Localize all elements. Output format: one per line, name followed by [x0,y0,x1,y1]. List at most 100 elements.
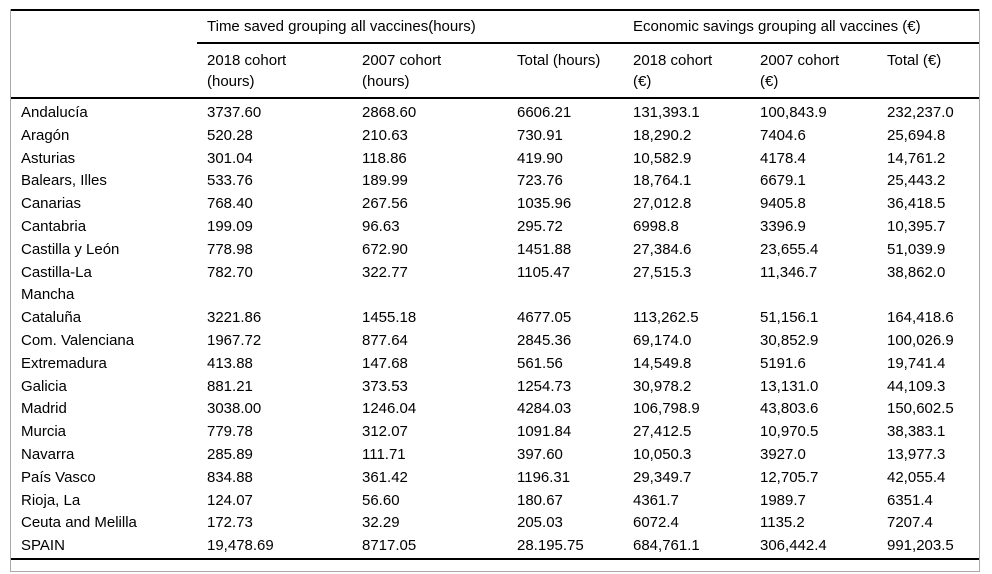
value-cell: 881.21 [207,377,253,395]
value-cell: 3221.86 [207,309,262,327]
value-cell: 25,443.2 [887,172,946,190]
value-cell: 1967.72 [207,331,262,349]
corner-cell [11,10,197,43]
value-cell: 672.90 [362,240,408,258]
value-cell: 1105.47 [517,263,571,281]
value-cell: 189.99 [362,172,408,190]
value-cell: 1091.84 [517,423,572,441]
group-header-economic-savings: Economic savings grouping all vaccines (… [623,10,979,44]
value-cell: 561.56 [517,354,563,372]
value-cell: 172.73 [207,514,253,532]
column-header-2007-cohort-euro: 2007 cohort (€) [750,43,877,99]
value-cell: 10,970.5 [760,423,819,441]
value-cell: 100,843.9 [760,104,827,121]
data-table: Time saved grouping all vaccines(hours) … [11,9,979,560]
value-cell: 1246.04 [362,400,417,418]
value-cell: 1135.2 [760,514,805,532]
table-row: Rioja, La 124.07 56.60 180.67 4361.7 1989.7 63… [11,490,979,513]
value-cell: 267.56 [362,195,408,213]
column-header-2018-cohort-euro: 2018 cohort (€) [623,43,750,99]
value-cell: 11,346.7 [760,263,818,281]
region-name-cell: Ceuta and Melilla [21,514,137,532]
value-cell: 520.28 [207,126,253,144]
column-header-2007-cohort-hours: 2007 cohort (hours) [352,43,507,99]
region-name-cell: País Vasco [21,468,96,486]
table-row: Cataluña 3221.86 1455.18 4677.05 113,262.5 51… [11,307,979,330]
value-cell: 877.64 [362,331,408,349]
value-cell: 14,549.8 [633,354,692,372]
value-cell: 12,705.7 [760,468,819,486]
value-cell: 199.09 [207,217,253,235]
value-cell: 111.71 [362,445,406,463]
table-row: Asturias 301.04 118.86 419.90 10,582.9 4178.4… [11,148,979,171]
value-cell: 113,262.5 [633,309,699,327]
value-cell: 419.90 [517,149,563,167]
region-name-cell: Balears, Illes [21,172,107,190]
table-row: Cantabria 199.09 96.63 295.72 6998.8 3396.9 10… [11,216,979,239]
region-name-cell: Navarra [21,445,75,463]
value-cell: 6998.8 [633,217,679,235]
value-cell: 124.07 [207,491,253,509]
value-cell: 778.98 [207,240,253,258]
value-cell: 118.86 [362,149,407,167]
table-row: País Vasco 834.88 361.42 1196.31 29,349.7 12,… [11,467,979,490]
value-cell: 38,862.0 [887,263,946,281]
region-name-cell: Aragón [21,126,70,144]
group-header-row: Time saved grouping all vaccines(hours) … [11,10,979,44]
value-cell: 96.63 [362,217,400,235]
value-cell: 1455.18 [362,309,417,327]
table-row: Balears, Illes 533.76 189.99 723.76 18,764.1… [11,170,979,193]
value-cell: 69,174.0 [633,331,692,349]
value-cell: 3737.60 [207,104,262,121]
region-name-cell: Galicia [21,377,67,395]
value-cell: 18,764.1 [633,172,692,190]
region-name-cell: SPAIN [21,537,65,555]
value-cell: 14,761.2 [887,149,946,167]
region-name-cell: Murcia [21,423,67,441]
value-cell: 1254.73 [517,377,572,395]
table-row: Madrid 3038.00 1246.04 4284.03 106,798.9 43,8… [11,398,979,421]
column-header-region [11,43,197,99]
value-cell: 27,384.6 [633,240,692,258]
value-cell: 13,977.3 [887,445,946,463]
value-cell: 312.07 [362,423,408,441]
region-name-cell: Castilla-La Mancha [21,263,92,304]
value-cell: 9405.8 [760,195,806,213]
value-cell: 10,395.7 [887,217,946,235]
value-cell: 42,055.4 [887,468,946,486]
value-cell: 30,978.2 [633,377,692,395]
value-cell: 51,039.9 [887,240,946,258]
vaccine-savings-table: Time saved grouping all vaccines(hours) … [10,9,980,572]
value-cell: 684,761.1 [633,537,700,555]
value-cell: 3038.00 [207,400,262,418]
region-name-cell: Extremadura [21,354,107,372]
value-cell: 1451.88 [517,240,572,258]
table-row: Ceuta and Melilla 172.73 32.29 205.03 6072.4… [11,512,979,535]
value-cell: 36,418.5 [887,195,946,213]
value-cell: 4284.03 [517,400,572,418]
table-row: Galicia 881.21 373.53 1254.73 30,978.2 13,131… [11,376,979,399]
value-cell: 19,478.69 [207,537,274,555]
region-name-cell: Castilla y León [21,240,120,258]
value-cell: 7207.4 [887,514,933,532]
value-cell: 27,515.3 [633,263,692,281]
region-name-cell: Madrid [21,400,67,418]
region-name-cell: Com. Valenciana [21,331,135,349]
value-cell: 32.29 [362,514,400,532]
region-name-cell: Rioja, La [21,491,81,509]
value-cell: 5191.6 [760,354,806,372]
value-cell: 210.63 [362,126,408,144]
value-cell: 730.91 [517,126,563,144]
value-cell: 2845.36 [517,331,572,349]
column-header-2018-cohort-hours: 2018 cohort (hours) [197,43,352,99]
column-header-row: 2018 cohort (hours) 2007 cohort (hours) … [11,43,979,99]
value-cell: 164,418.6 [887,309,954,327]
value-cell: 782.70 [207,263,253,281]
value-cell: 3927.0 [760,445,806,463]
region-name-cell: Cantabria [21,217,87,235]
value-cell: 150,602.5 [887,400,954,418]
value-cell: 779.78 [207,423,253,441]
value-cell: 373.53 [362,377,408,395]
value-cell: 533.76 [207,172,253,190]
value-cell: 30,852.9 [760,331,819,349]
